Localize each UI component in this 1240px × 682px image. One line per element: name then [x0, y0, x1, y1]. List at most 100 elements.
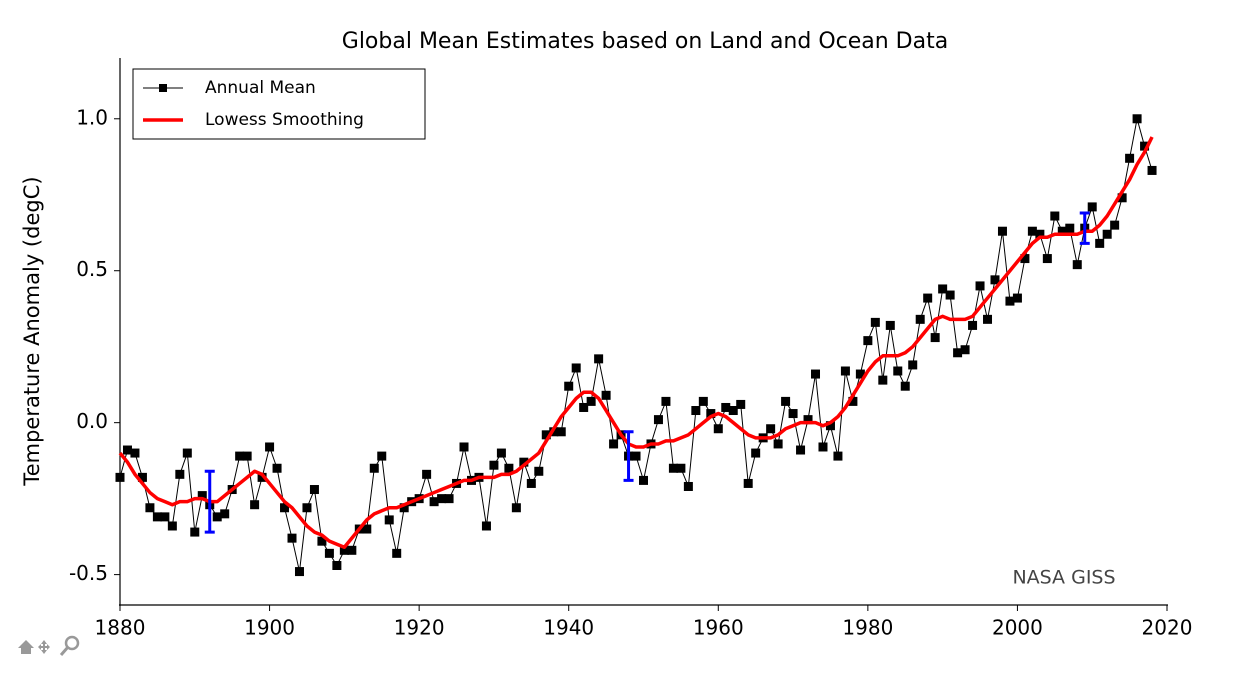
- data-point: [257, 472, 267, 482]
- x-tick-label: 1880: [95, 616, 146, 640]
- toolbar[interactable]: [18, 635, 80, 656]
- data-point: [796, 445, 806, 455]
- legend-marker: [159, 84, 167, 92]
- data-point: [504, 463, 514, 473]
- data-point: [534, 466, 544, 476]
- data-point: [1020, 254, 1030, 264]
- data-point: [324, 548, 334, 558]
- data-point: [309, 485, 319, 495]
- data-point: [197, 491, 207, 501]
- chart-title: Global Mean Estimates based on Land and …: [342, 29, 948, 54]
- data-point: [1147, 165, 1157, 175]
- data-point: [526, 478, 536, 488]
- legend-label: Lowess Smoothing: [205, 110, 364, 130]
- data-point: [728, 406, 738, 416]
- data-point: [115, 472, 125, 482]
- data-point: [781, 396, 791, 406]
- data-point: [571, 363, 581, 373]
- data-point: [706, 409, 716, 419]
- data-point: [1095, 238, 1105, 248]
- x-tick-label: 2020: [1142, 616, 1193, 640]
- data-point: [840, 366, 850, 376]
- data-point: [676, 463, 686, 473]
- data-point: [736, 399, 746, 409]
- annotation: NASA GISS: [1012, 567, 1115, 589]
- y-axis-label: Temperature Anomaly (degC): [20, 176, 44, 486]
- home-icon[interactable]: [18, 640, 34, 654]
- data-point: [908, 360, 918, 370]
- data-point: [1110, 220, 1120, 230]
- data-point: [1087, 202, 1097, 212]
- data-point: [392, 548, 402, 558]
- data-point: [564, 381, 574, 391]
- data-point: [818, 442, 828, 452]
- y-tick-label: 0.0: [76, 409, 108, 433]
- data-point: [683, 481, 693, 491]
- data-point: [1012, 293, 1022, 303]
- data-point: [122, 445, 132, 455]
- data-point: [511, 503, 521, 513]
- series-line: [118, 136, 1154, 550]
- data-point: [631, 451, 641, 461]
- data-point: [661, 396, 671, 406]
- data-point: [586, 396, 596, 406]
- data-point: [175, 469, 185, 479]
- zoom-icon[interactable]: [64, 635, 80, 651]
- data-point: [983, 314, 993, 324]
- data-point: [766, 424, 776, 434]
- data-point: [698, 396, 708, 406]
- x-tick-label: 1920: [394, 616, 445, 640]
- data-point: [1042, 254, 1052, 264]
- data-point: [235, 451, 245, 461]
- data-point: [272, 463, 282, 473]
- error-bar: [204, 469, 215, 534]
- data-point: [594, 354, 604, 364]
- data-point: [975, 281, 985, 291]
- pan-icon[interactable]: [38, 640, 50, 654]
- y-tick-label: 0.5: [76, 257, 108, 281]
- data-point: [811, 369, 821, 379]
- data-point: [422, 469, 432, 479]
- data-point: [601, 390, 611, 400]
- data-point: [250, 500, 260, 510]
- data-point: [1005, 296, 1015, 306]
- data-point: [1117, 193, 1127, 203]
- data-point: [893, 366, 903, 376]
- data-point: [160, 512, 170, 522]
- data-point: [855, 369, 865, 379]
- zoom-icon-handle[interactable]: [59, 646, 70, 656]
- x-tick-label: 1900: [244, 616, 295, 640]
- data-point: [609, 439, 619, 449]
- data-point: [444, 494, 454, 504]
- legend-box: [132, 68, 426, 140]
- data-point: [639, 475, 648, 485]
- data-point: [953, 348, 963, 358]
- data-point: [182, 448, 192, 458]
- data-point: [287, 533, 297, 543]
- x-tick-label: 2000: [992, 616, 1043, 640]
- data-point: [825, 421, 835, 431]
- data-point: [130, 448, 140, 458]
- data-point: [878, 375, 888, 385]
- data-point: [1125, 153, 1135, 163]
- data-point: [668, 463, 678, 473]
- data-point: [145, 503, 155, 513]
- data-point: [743, 478, 753, 488]
- data-point: [1065, 223, 1075, 233]
- data-point: [915, 314, 925, 324]
- data-point: [437, 494, 447, 504]
- x-tick-label: 1940: [543, 616, 594, 640]
- data-point: [429, 497, 439, 507]
- legend-label: Annual Mean: [205, 78, 316, 98]
- data-point: [713, 424, 723, 434]
- data-point: [1140, 141, 1150, 151]
- x-tick-label: 1960: [693, 616, 744, 640]
- data-point: [848, 396, 858, 406]
- data-point: [459, 442, 469, 452]
- data-point: [1057, 226, 1067, 236]
- y-tick-label: 1.0: [76, 105, 108, 129]
- data-point: [496, 448, 506, 458]
- data-point: [691, 406, 701, 416]
- data-point: [265, 442, 275, 452]
- data-point: [885, 320, 895, 330]
